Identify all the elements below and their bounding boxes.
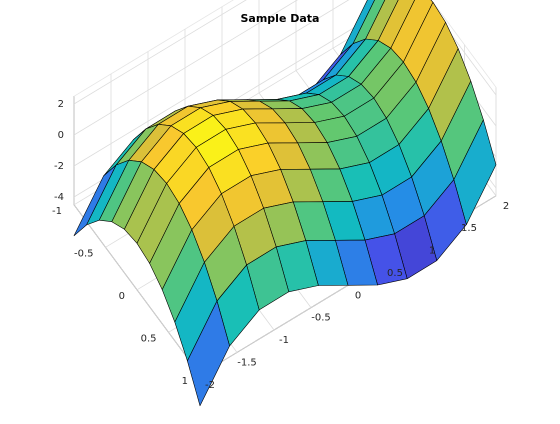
x-tick-label: 1: [429, 246, 435, 257]
x-tick-label: -1: [279, 335, 289, 346]
z-tick-label: 0: [58, 130, 64, 141]
chart-title: Sample Data: [240, 12, 320, 25]
x-tick-label: 2: [503, 201, 509, 212]
z-tick-label: -2: [54, 161, 64, 172]
x-tick-label: 0: [355, 290, 361, 301]
box-edge: [73, 0, 234, 97]
y-tick-label: -1: [52, 206, 62, 217]
z-tick-label: 2: [58, 99, 64, 110]
z-tick-label: -4: [54, 192, 64, 203]
y-tick-label: 0.5: [141, 333, 157, 344]
x-tick-label: 1.5: [461, 223, 477, 234]
surface-mesh[interactable]: [73, 0, 497, 407]
x-tick-label: -2: [205, 380, 215, 391]
surface-patch: [187, 300, 230, 407]
y-tick-label: 0: [119, 291, 125, 302]
y-tick-label: 1: [182, 376, 188, 387]
x-tick-label: -1.5: [237, 357, 257, 368]
x-tick-label: 0.5: [387, 268, 403, 279]
x-tick-label: -0.5: [311, 313, 331, 324]
y-tick-label: -0.5: [74, 248, 94, 259]
tick-labels: -4 -2 0 2 -1 -0.5 0 0.5 1 -2 -1.5 -1 -0.5 0 0.5 1 1.5 2: [52, 99, 509, 391]
